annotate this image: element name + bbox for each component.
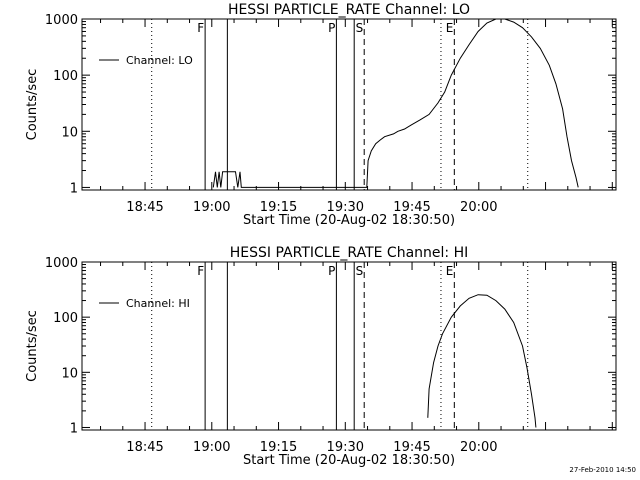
x-tick-label: 18:45 — [126, 440, 163, 455]
event-marker-label: S — [356, 21, 364, 35]
plot-frame — [81, 18, 617, 191]
x-tick-label: 19:15 — [260, 200, 297, 215]
event-marker-label: S — [356, 264, 364, 278]
x-axis-label: Start Time (20-Aug-02 18:30:50) — [243, 213, 455, 228]
y-tick-label: 100 — [53, 311, 78, 326]
y-tick-label: 10 — [61, 366, 78, 381]
x-tick-label: 19:45 — [393, 440, 430, 455]
x-tick-label: 18:45 — [126, 200, 163, 215]
legend-label: Channel: LO — [126, 54, 193, 67]
x-tick-label: 19:45 — [393, 200, 430, 215]
y-tick-label: 100 — [53, 69, 78, 84]
plot-frame — [81, 261, 617, 431]
x-tick-label: 20:00 — [460, 200, 497, 215]
x-tick-label: 19:00 — [193, 200, 230, 215]
y-tick-label: 10 — [61, 125, 78, 140]
x-tick-label: 19:15 — [260, 440, 297, 455]
event-marker-label: E — [446, 21, 454, 35]
x-tick-label: 19:30 — [327, 440, 364, 455]
x-axis-label: Start Time (20-Aug-02 18:30:50) — [243, 453, 455, 468]
chart-title: HESSI PARTICLE_RATE Channel: LO — [228, 2, 470, 18]
x-tick-label: 19:30 — [327, 200, 364, 215]
chart-title: HESSI PARTICLE_RATE Channel: HI — [230, 245, 468, 261]
event-marker-label: F — [197, 264, 204, 278]
y-axis-label: Counts/sec — [25, 310, 40, 382]
event-marker-label: E — [446, 264, 454, 278]
event-marker-label: P — [328, 264, 335, 278]
y-tick-label: 1000 — [45, 256, 78, 271]
x-tick-label: 19:00 — [193, 440, 230, 455]
y-tick-label: 1 — [70, 181, 78, 196]
event-marker-label: F — [197, 21, 204, 35]
legend-label: Channel: HI — [126, 297, 190, 310]
y-tick-label: 1 — [70, 421, 78, 436]
series-line — [212, 18, 579, 188]
y-tick-label: 1000 — [45, 13, 78, 28]
series-line — [427, 294, 537, 428]
y-axis-label: Counts/sec — [25, 69, 40, 141]
event-marker-label: P — [328, 21, 335, 35]
timestamp: 27-Feb-2010 14:50 — [569, 466, 636, 474]
x-tick-label: 20:00 — [460, 440, 497, 455]
